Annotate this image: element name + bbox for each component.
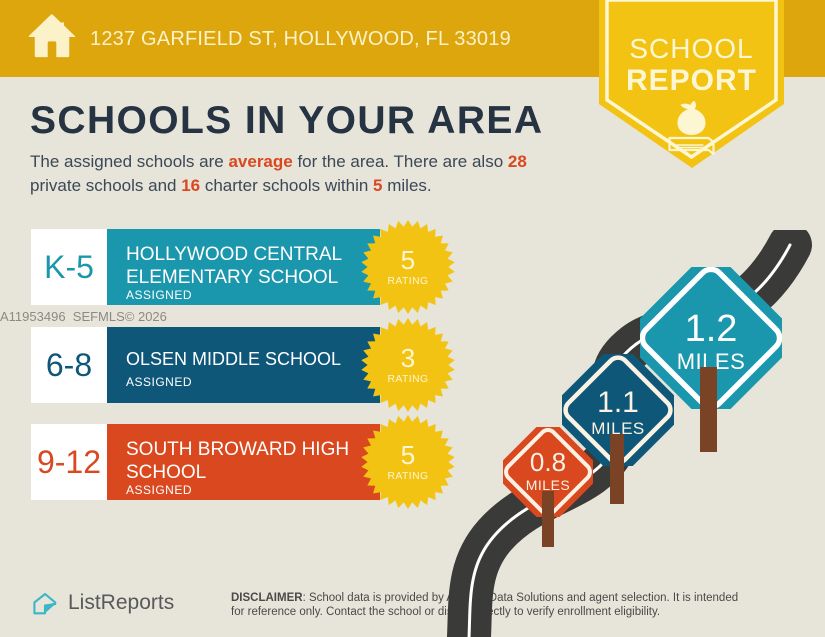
svg-text:5: 5 [401, 245, 416, 275]
svg-text:SCHOOL: SCHOOL [629, 33, 753, 64]
svg-text:RATING: RATING [387, 471, 428, 482]
svg-text:5: 5 [401, 440, 416, 470]
svg-text:0.8: 0.8 [530, 447, 566, 477]
svg-text:RATING: RATING [387, 374, 428, 385]
svg-text:RATING: RATING [387, 276, 428, 287]
svg-text:REPORT: REPORT [626, 64, 757, 97]
svg-text:3: 3 [401, 343, 416, 373]
svg-text:1.1: 1.1 [597, 386, 639, 419]
svg-text:1.2: 1.2 [685, 308, 738, 350]
